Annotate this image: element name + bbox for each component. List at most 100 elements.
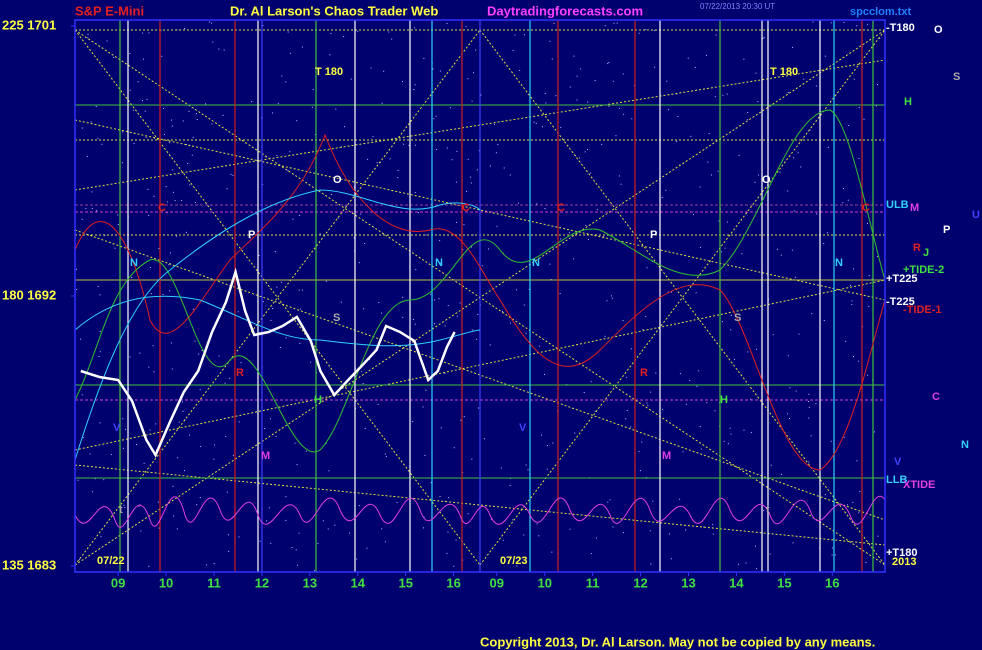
cycle-label: +TIDE-2 [903, 264, 944, 276]
star [449, 107, 451, 109]
star [622, 319, 624, 321]
star [652, 500, 654, 502]
star [696, 385, 698, 387]
star [852, 501, 854, 503]
x-tick-label: 16 [825, 575, 839, 590]
star [334, 524, 336, 526]
star [495, 152, 497, 154]
star [424, 455, 426, 457]
star [361, 371, 363, 373]
star [745, 562, 747, 564]
star [815, 403, 817, 405]
star [723, 440, 725, 442]
star [809, 129, 811, 131]
star [810, 435, 812, 437]
star [148, 565, 150, 567]
cycle-label: +T180 [886, 547, 918, 559]
star [414, 84, 416, 86]
star [166, 212, 168, 214]
star [182, 410, 184, 412]
star [754, 181, 756, 183]
star [402, 296, 404, 298]
star [133, 142, 135, 144]
star [700, 448, 702, 450]
x-tick-label: 12 [633, 575, 647, 590]
cycle-label: C [462, 202, 470, 214]
star [877, 535, 879, 537]
star [301, 289, 303, 291]
star [706, 402, 708, 404]
star [314, 133, 316, 135]
star [199, 389, 201, 391]
star [858, 107, 860, 109]
cycle-lines [74, 20, 886, 572]
star [97, 137, 99, 139]
star [212, 41, 214, 43]
cycle-label: +T225 [886, 273, 918, 285]
star [222, 114, 224, 116]
star [519, 69, 521, 71]
star [295, 549, 297, 551]
star [750, 398, 752, 400]
star [163, 133, 165, 135]
star [792, 542, 794, 544]
star [574, 432, 576, 434]
star [460, 419, 462, 421]
star [262, 24, 264, 26]
star [544, 208, 546, 210]
star [188, 110, 190, 112]
star [779, 171, 781, 173]
star [622, 73, 624, 75]
star [699, 247, 701, 249]
star [366, 547, 368, 549]
star [668, 109, 670, 111]
star [512, 519, 514, 521]
star [350, 78, 352, 80]
star [662, 409, 664, 411]
star [161, 55, 163, 57]
star [439, 240, 441, 242]
x-tick-label: 14 [729, 575, 744, 590]
star [842, 202, 844, 204]
star [384, 541, 386, 543]
star [808, 393, 810, 395]
star [552, 442, 554, 444]
star [845, 340, 847, 342]
star [853, 356, 855, 358]
star [226, 491, 228, 493]
star [604, 335, 606, 337]
star [877, 255, 879, 257]
star [91, 207, 93, 209]
star [652, 261, 654, 263]
star [650, 563, 652, 565]
star [791, 249, 793, 251]
star [256, 213, 258, 215]
star [391, 38, 393, 40]
star [515, 289, 517, 291]
star [689, 380, 691, 382]
star [146, 98, 148, 100]
star [196, 118, 198, 120]
star [199, 497, 201, 499]
star [604, 25, 606, 27]
star [836, 103, 838, 105]
star [787, 413, 789, 415]
star [710, 174, 712, 176]
star [792, 46, 794, 48]
star [712, 524, 714, 526]
star [79, 559, 81, 561]
star [187, 163, 189, 165]
star [259, 332, 261, 334]
star [285, 496, 287, 498]
star [769, 553, 771, 555]
star [831, 547, 833, 549]
star [182, 120, 184, 122]
star [856, 460, 858, 462]
star [666, 80, 668, 82]
x-tick-label: 10 [537, 575, 551, 590]
star [214, 444, 216, 446]
cycle-label: C [932, 391, 940, 403]
star [168, 264, 170, 266]
star [481, 265, 483, 267]
star [189, 184, 191, 186]
